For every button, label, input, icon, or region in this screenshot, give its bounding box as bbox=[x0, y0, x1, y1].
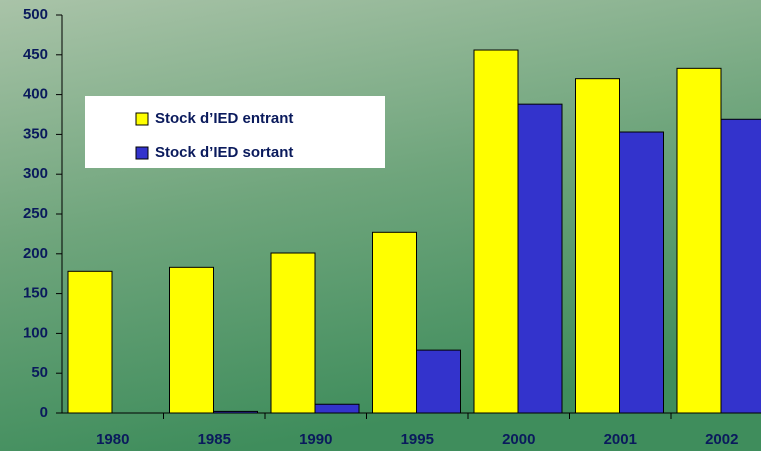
y-tick-label: 250 bbox=[23, 205, 48, 222]
x-tick-label: 1995 bbox=[401, 431, 434, 448]
y-tick-label: 400 bbox=[23, 86, 48, 103]
legend-swatch bbox=[135, 146, 149, 160]
bar bbox=[169, 266, 214, 414]
x-tick-label: 2001 bbox=[604, 431, 637, 448]
y-tick-label: 300 bbox=[23, 165, 48, 182]
x-tick-label: 2002 bbox=[705, 431, 738, 448]
bar bbox=[314, 403, 360, 414]
y-tick-label: 350 bbox=[23, 125, 48, 142]
bar bbox=[676, 67, 722, 414]
x-tick-label: 2000 bbox=[502, 431, 535, 448]
bar bbox=[416, 349, 461, 414]
y-tick-label: 450 bbox=[23, 46, 48, 63]
legend bbox=[85, 96, 385, 168]
x-tick-label: 1985 bbox=[198, 431, 231, 448]
bar bbox=[67, 270, 113, 414]
bar bbox=[270, 252, 316, 414]
bar bbox=[517, 103, 563, 414]
bar bbox=[473, 49, 519, 414]
legend-label: Stock d’IED sortant bbox=[155, 144, 293, 161]
legend-label: Stock d’IED entrant bbox=[155, 110, 293, 127]
bar bbox=[619, 131, 664, 414]
y-tick-label: 0 bbox=[40, 404, 48, 421]
x-tick-label: 1980 bbox=[96, 431, 129, 448]
x-tick-label: 1990 bbox=[299, 431, 332, 448]
y-tick-label: 200 bbox=[23, 245, 48, 262]
y-tick-label: 500 bbox=[23, 6, 48, 23]
bar bbox=[372, 231, 417, 414]
bar bbox=[720, 118, 761, 414]
bar bbox=[575, 78, 620, 414]
y-tick-label: 100 bbox=[23, 324, 48, 341]
y-tick-label: 50 bbox=[31, 364, 48, 381]
legend-swatch bbox=[135, 112, 149, 126]
y-tick-label: 150 bbox=[23, 285, 48, 302]
